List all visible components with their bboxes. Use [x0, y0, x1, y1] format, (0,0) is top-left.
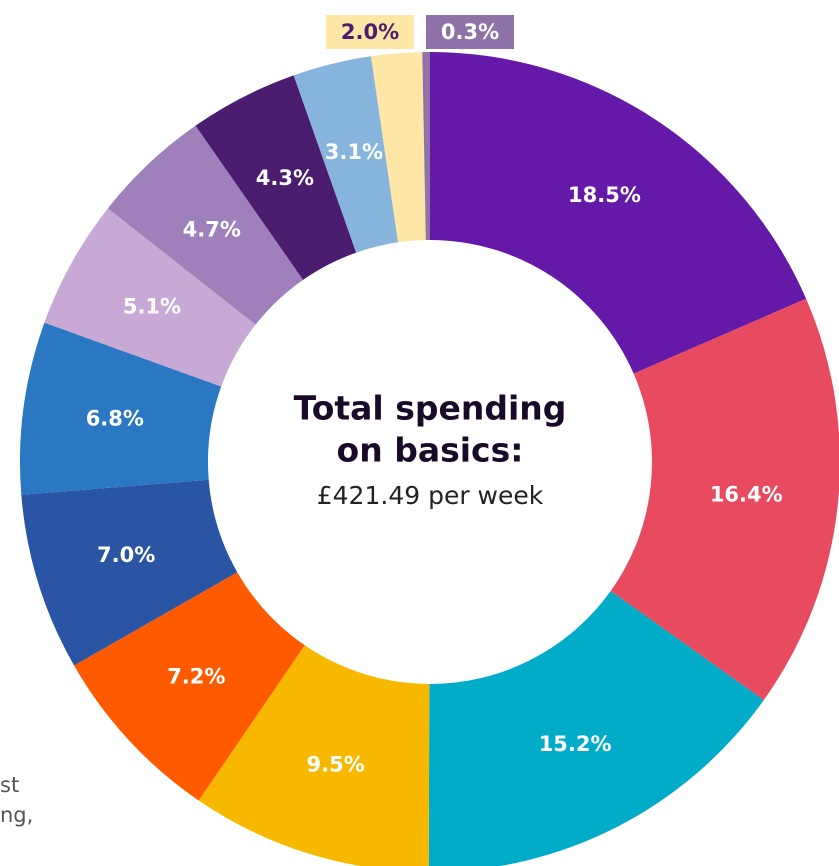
value-label: 3.1%: [325, 140, 383, 164]
donut-slice: [371, 52, 426, 243]
donut-slice: [428, 590, 764, 866]
value-label: 9.5%: [307, 753, 365, 777]
value-label: 16.4%: [710, 482, 783, 506]
value-label: 2.0%: [341, 20, 399, 44]
donut-slice: [107, 125, 304, 325]
donut-slice: [44, 208, 256, 387]
value-label: 5.1%: [123, 295, 181, 319]
value-label: 15.2%: [539, 732, 612, 756]
donut-slice: [422, 52, 430, 241]
center-subtitle: £421.49 per week: [317, 481, 544, 510]
label-box: [326, 15, 414, 49]
value-label: 4.3%: [256, 166, 314, 190]
value-label: 0.3%: [441, 20, 499, 44]
donut-slice: [610, 298, 839, 701]
donut-slice: [74, 572, 305, 801]
donut-slice: [21, 479, 238, 666]
fragment-text: ng,: [0, 803, 33, 827]
donut-slice: [430, 52, 807, 374]
donut: [19, 52, 839, 866]
donut-slice: [198, 645, 430, 866]
value-label: 7.2%: [167, 665, 225, 689]
value-label: 18.5%: [568, 183, 641, 207]
donut-slice: [195, 75, 357, 280]
value-label: 6.8%: [86, 407, 144, 431]
value-label: 7.0%: [97, 543, 155, 567]
label-box: [426, 15, 514, 49]
center-title: Total spending: [294, 389, 567, 428]
donut-slice: [293, 56, 399, 253]
donut-slice: [19, 322, 222, 495]
center-title: on basics:: [337, 431, 524, 470]
fragment-text: st: [0, 773, 19, 797]
value-label: 4.7%: [183, 218, 241, 242]
